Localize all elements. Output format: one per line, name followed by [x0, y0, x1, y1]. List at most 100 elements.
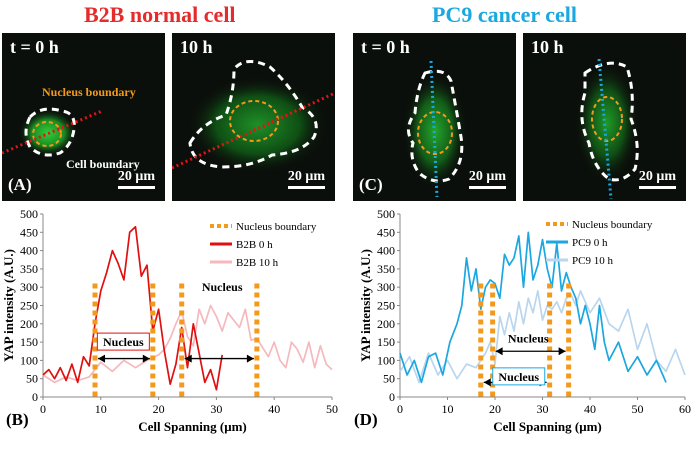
chart-d-arrow-head — [558, 347, 566, 356]
chart-d-x-tick-label: 0 — [397, 402, 403, 416]
panel-label-c: (C) — [359, 175, 383, 194]
chart-d-annotation-box — [492, 367, 546, 386]
panel-label-a: (A) — [8, 175, 32, 194]
chart-b-y-tick-label: 250 — [20, 299, 38, 313]
scan-line — [2, 109, 103, 155]
nucleus-boundary — [417, 111, 453, 155]
micrograph-pc9-10h-drawing — [575, 58, 639, 200]
chart-d-y-tick-label: 0 — [389, 390, 395, 404]
chart-d-y-tick-label: 400 — [377, 244, 395, 258]
title-pc9: PC9 cancer cell — [432, 2, 577, 27]
chart-pc9-profile: 0 50 100 150 200 250 300 350 400 450 500 0 10 20 30 40 5… — [348, 204, 695, 460]
micrograph-b2b-0h-drawing — [2, 107, 103, 157]
chart-b-y-tick-label: 200 — [20, 317, 38, 331]
chart-d-legend-label: Nucleus boundary — [572, 219, 653, 231]
chart-b-y-tick-label: 350 — [20, 262, 38, 276]
micrograph-b2b-10h-drawing — [172, 60, 335, 173]
chart-d-annotation: Nucleus — [508, 331, 549, 345]
chart-b-y-tick-label: 100 — [20, 353, 38, 367]
chart-d-y-tick-label: 150 — [377, 335, 395, 349]
chart-d-x-tick-label: 60 — [679, 402, 691, 416]
chart-b-legend-label: B2B 10 h — [236, 257, 279, 269]
chart-b2b-profile: 0 50 100 150 200 250 300 350 400 450 500 0 10 20 30 40 5… — [0, 204, 345, 460]
chart-d-y-tick-label: 500 — [377, 207, 395, 221]
chart-b-y-tick-label: 500 — [20, 207, 38, 221]
micrograph-pc9-0h-drawing — [403, 60, 467, 198]
scale-bar: 20 μm — [638, 169, 676, 189]
scale-label: 20 μm — [287, 169, 325, 184]
nucleus-boundary — [229, 100, 279, 142]
chart-b-y-axis-label: YAP intensity (A.U.) — [1, 249, 16, 362]
title-b2b: B2B normal cell — [84, 2, 236, 27]
micrograph-b2b-10h: 10 h 20 μm — [172, 33, 335, 201]
chart-d-panel-label: (D) — [354, 410, 378, 429]
chart-d-y-tick-label: 100 — [377, 353, 395, 367]
time-label: t = 0 h — [10, 37, 59, 57]
scale-bar: 20 μm — [468, 169, 506, 189]
chart-d-y-tick-label: 300 — [377, 280, 395, 294]
chart-b-y-tick-label: 400 — [20, 244, 38, 258]
chart-d-x-tick-label: 10 — [442, 402, 454, 416]
chart-d-legend-label: PC9 0 h — [572, 237, 608, 249]
chart-b-annotation: Nucleus — [202, 280, 243, 294]
chart-b-panel-label: (B) — [6, 410, 29, 429]
chart-d-y-tick-label: 450 — [377, 225, 395, 239]
chart-d-x-tick-label: 50 — [632, 402, 644, 416]
nucleus-boundary — [591, 96, 623, 142]
scale-label: 20 μm — [468, 169, 506, 184]
chart-d-annotation: Nucleus — [498, 370, 539, 384]
chart-d-y-tick-label: 350 — [377, 262, 395, 276]
chart-b-legend-label: B2B 0 h — [236, 239, 273, 251]
chart-d-x-tick-label: 20 — [489, 402, 501, 416]
scale-bar: 20 μm — [287, 169, 325, 189]
scale-bar: 20 μm — [117, 169, 155, 189]
micrograph-pc9-0h: t = 0 h (C) 20 μm — [353, 33, 516, 201]
chart-b-arrow-head — [184, 354, 192, 363]
chart-b-x-axis-label: Cell Spanning (μm) — [138, 419, 247, 434]
cell-boundary — [407, 69, 464, 183]
micrograph-pc9-10h: 10 h 20 μm — [523, 33, 686, 201]
chart-b-x-tick-label: 30 — [210, 402, 222, 416]
cell-boundary — [580, 61, 639, 182]
chart-b-series-b2b-0-h — [42, 225, 224, 391]
chart-d-arrow-head — [483, 378, 491, 387]
chart-d-x-axis-label: Cell Spanning (μm) — [493, 419, 602, 434]
chart-d-y-axis-label: YAP intensity (A.U.) — [358, 249, 373, 362]
chart-d-x-tick-label: 30 — [537, 402, 549, 416]
time-label: t = 0 h — [361, 37, 410, 57]
chart-b-annotation-box — [96, 332, 150, 351]
chart-d-arrow-head — [495, 347, 503, 356]
chart-b-y-tick-label: 50 — [26, 372, 38, 386]
chart-d-y-tick-label: 200 — [377, 317, 395, 331]
time-label: 10 h — [531, 37, 564, 57]
cell-boundary — [24, 107, 76, 157]
chart-d-legend-label: PC9 10 h — [572, 255, 613, 267]
chart-b-svg: 0 50 100 150 200 250 300 350 400 450 500 0 10 20 30 40 5… — [1, 207, 338, 434]
chart-d-svg: 0 50 100 150 200 250 300 350 400 450 500 0 10 20 30 40 5… — [354, 207, 691, 434]
chart-b-arrow-head — [98, 354, 106, 363]
chart-b-y-tick-label: 300 — [20, 280, 38, 294]
chart-b-x-tick-label: 10 — [95, 402, 107, 416]
chart-b-x-tick-label: 50 — [326, 402, 338, 416]
chart-b-legend-label: Nucleus boundary — [236, 221, 317, 233]
chart-b-series-b2b-10-h — [42, 304, 333, 384]
chart-b-x-tick-label: 0 — [40, 402, 46, 416]
chart-b-x-tick-label: 40 — [268, 402, 280, 416]
scale-label: 20 μm — [117, 169, 155, 184]
chart-b-y-tick-label: 450 — [20, 225, 38, 239]
scale-label: 20 μm — [638, 169, 676, 184]
chart-b-arrow-head — [142, 354, 150, 363]
chart-b-arrow-head — [246, 354, 254, 363]
cell-boundary — [188, 60, 318, 169]
chart-b-y-tick-label: 0 — [32, 390, 38, 404]
chart-b-x-tick-label: 20 — [153, 402, 165, 416]
micrograph-b2b-0h: t = 0 h Nucleus boundary Cell boundary (… — [2, 33, 165, 201]
chart-b-annotation: Nucleus — [103, 335, 144, 349]
chart-d-series-pc9-0-h — [399, 231, 667, 384]
chart-d-series-pc9-10-h — [399, 290, 686, 384]
chart-d-x-tick-label: 40 — [584, 402, 596, 416]
chart-b-y-tick-label: 150 — [20, 335, 38, 349]
scan-line — [597, 58, 613, 200]
time-label: 10 h — [180, 37, 213, 57]
chart-d-y-tick-label: 250 — [377, 299, 395, 313]
